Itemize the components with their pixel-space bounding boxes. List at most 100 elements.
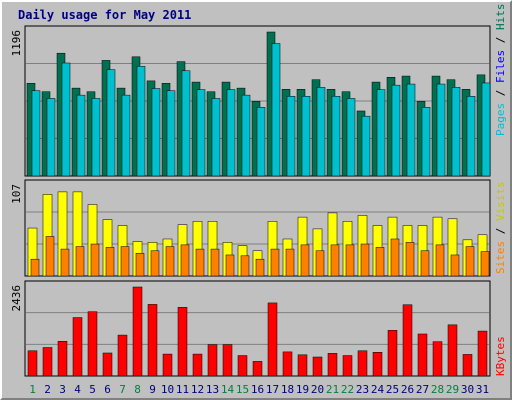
legend-entry: Hits <box>494 4 507 31</box>
bar-files-overlay <box>391 84 401 177</box>
bar-kbytes <box>42 347 53 377</box>
bar-files-overlay <box>406 83 416 177</box>
x-tick-label: 18 <box>281 383 294 396</box>
bar-files-overlay <box>346 98 356 177</box>
x-tick-label: 19 <box>296 383 309 396</box>
bar-kbytes <box>477 330 488 377</box>
legend-panel-3: KBytes <box>494 336 507 376</box>
bar-kbytes <box>147 304 158 377</box>
x-tick-label: 14 <box>221 383 235 396</box>
bar-files-overlay <box>46 98 56 177</box>
x-tick-label: 31 <box>476 383 489 396</box>
bar-files-overlay <box>286 95 296 177</box>
x-tick-label: 9 <box>149 383 156 396</box>
bar-files-overlay <box>211 98 221 177</box>
bar-kbytes <box>462 354 473 377</box>
bar-kbytes <box>27 350 38 377</box>
x-tick-label: 7 <box>119 383 126 396</box>
bar-files-overlay <box>436 83 446 177</box>
x-tick-label: 27 <box>416 383 429 396</box>
bar-kbytes <box>132 286 143 377</box>
bar-sites <box>390 238 400 277</box>
x-tick-label: 12 <box>191 383 204 396</box>
bar-sites <box>150 250 160 277</box>
chart-title: Daily usage for May 2011 <box>18 8 191 22</box>
bar-sites <box>225 254 235 277</box>
bar-files-overlay <box>136 66 146 177</box>
x-tick-label: 11 <box>176 383 189 396</box>
bar-sites <box>300 244 310 277</box>
x-tick-label: 2 <box>44 383 51 396</box>
x-tick-label: 25 <box>386 383 399 396</box>
bar-sites <box>105 247 115 277</box>
bar-kbytes <box>72 317 83 377</box>
bar-kbytes <box>387 330 398 377</box>
bar-files-overlay <box>61 62 71 177</box>
bar-sites <box>480 251 490 277</box>
bar-sites <box>90 243 100 277</box>
x-tick-label: 24 <box>371 383 385 396</box>
x-tick-label: 21 <box>326 383 339 396</box>
bar-kbytes <box>162 353 173 377</box>
bar-files-overlay <box>481 82 491 177</box>
bar-files-overlay <box>301 95 311 177</box>
x-tick-label: 28 <box>431 383 444 396</box>
bar-kbytes <box>432 341 443 377</box>
bar-kbytes <box>297 354 308 377</box>
bar-sites <box>450 254 460 277</box>
legend-panel-2: Sites / Visits <box>494 181 507 274</box>
bar-files-overlay <box>466 95 476 177</box>
bar-files-overlay <box>376 89 386 177</box>
x-tick-label: 4 <box>74 383 81 396</box>
x-tick-label: 3 <box>59 383 66 396</box>
bar-files-overlay <box>91 98 101 177</box>
bar-sites <box>180 244 190 277</box>
bar-sites <box>345 244 355 277</box>
y-max-labels: 1196 107 2436 <box>10 30 23 312</box>
bar-sites <box>285 248 295 277</box>
x-tick-label: 6 <box>104 383 111 396</box>
x-axis-labels: 1 2 3 4 5 6 7 8 9 10 11 12 13 14 15 16 17 18 19 20 21 22 23 24 2… <box>29 383 489 396</box>
bar-kbytes <box>207 344 218 377</box>
bar-files-overlay <box>106 69 116 177</box>
x-tick-label: 20 <box>311 383 324 396</box>
x-tick-label: 30 <box>461 383 474 396</box>
x-tick-label: 8 <box>134 383 141 396</box>
legend-entry: / <box>494 30 507 50</box>
bar-kbytes <box>117 334 128 377</box>
bar-sites <box>330 244 340 277</box>
x-tick-label: 5 <box>89 383 96 396</box>
bar-sites <box>60 248 70 277</box>
bar-sites <box>435 244 445 277</box>
panel-1-max-label: 1196 <box>10 30 23 57</box>
x-tick-label: 1 <box>29 383 36 396</box>
bar-files-overlay <box>151 88 161 177</box>
x-tick-label: 17 <box>266 383 279 396</box>
legend-entry: Files <box>494 50 507 83</box>
bar-kbytes <box>447 324 458 377</box>
bar-files-overlay <box>76 94 86 177</box>
bar-sites <box>135 253 145 277</box>
bar-files-overlay <box>421 107 431 177</box>
bar-sites <box>420 250 430 277</box>
legend-entry: KBytes <box>494 336 507 376</box>
bar-sites <box>75 246 85 277</box>
bar-kbytes <box>57 341 68 377</box>
x-tick-label: 23 <box>356 383 369 396</box>
bar-files-overlay <box>361 115 371 177</box>
bar-files-overlay <box>271 43 281 177</box>
bar-files-overlay <box>226 89 236 177</box>
bar-sites <box>165 246 175 277</box>
panel-2-max-label: 107 <box>10 184 23 204</box>
bar-files-overlay <box>121 94 131 177</box>
bar-files-overlay <box>196 89 206 177</box>
bar-kbytes <box>252 361 263 377</box>
bar-sites <box>195 248 205 277</box>
bar-kbytes <box>357 350 368 377</box>
panel-3-box <box>24 280 491 377</box>
bar-sites <box>45 236 55 277</box>
bar-files-overlay <box>181 70 191 177</box>
bar-kbytes <box>192 353 203 377</box>
bar-kbytes <box>87 311 98 377</box>
